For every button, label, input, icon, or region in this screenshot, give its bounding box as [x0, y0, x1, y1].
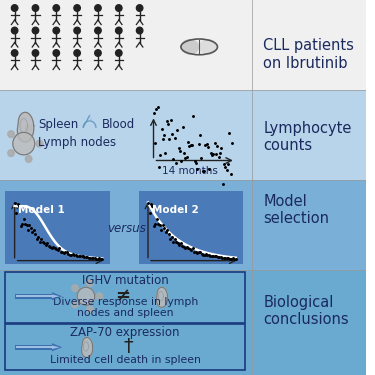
Circle shape — [8, 150, 14, 156]
Text: Limited cell death in spleen: Limited cell death in spleen — [50, 355, 201, 365]
Text: ZAP-70 expression: ZAP-70 expression — [70, 326, 180, 339]
Ellipse shape — [181, 39, 199, 55]
Bar — [0, 0, 366, 90]
Circle shape — [8, 131, 14, 138]
Circle shape — [87, 280, 93, 286]
Circle shape — [74, 27, 80, 34]
Text: Model 1: Model 1 — [18, 206, 65, 215]
Text: Biological
conclusions: Biological conclusions — [263, 295, 349, 327]
Circle shape — [136, 27, 143, 34]
Circle shape — [36, 140, 43, 147]
Bar — [0, 180, 366, 270]
Circle shape — [11, 5, 18, 11]
Polygon shape — [52, 294, 60, 298]
Text: ≠: ≠ — [115, 287, 130, 305]
Circle shape — [13, 132, 35, 155]
Circle shape — [11, 50, 18, 56]
Text: Model
selection: Model selection — [263, 194, 329, 226]
Text: †: † — [123, 337, 133, 356]
Circle shape — [116, 27, 122, 34]
Circle shape — [53, 50, 60, 56]
Text: Spleen: Spleen — [38, 118, 79, 131]
Circle shape — [95, 5, 101, 11]
Bar — [15, 345, 52, 350]
Bar — [0, 90, 366, 180]
Circle shape — [87, 306, 93, 313]
Circle shape — [32, 50, 39, 56]
Text: versus: versus — [106, 222, 146, 235]
Circle shape — [95, 50, 101, 56]
Bar — [15, 294, 52, 299]
Text: 14 months: 14 months — [162, 166, 218, 177]
Bar — [16, 295, 52, 297]
Circle shape — [116, 5, 122, 11]
Bar — [0, 270, 366, 375]
Text: Model 2: Model 2 — [152, 206, 198, 215]
Circle shape — [72, 285, 78, 291]
Polygon shape — [52, 345, 60, 349]
Polygon shape — [83, 116, 96, 128]
Bar — [6, 191, 109, 264]
Circle shape — [74, 50, 80, 56]
Circle shape — [26, 156, 32, 162]
Polygon shape — [52, 292, 62, 300]
Text: Lymphocyte
counts: Lymphocyte counts — [263, 121, 351, 153]
Bar — [16, 346, 52, 348]
Text: CLL patients
on Ibrutinib: CLL patients on Ibrutinib — [263, 38, 354, 70]
Circle shape — [32, 27, 39, 34]
Circle shape — [74, 5, 80, 11]
Text: Blood: Blood — [102, 118, 135, 131]
Circle shape — [136, 5, 143, 11]
Circle shape — [11, 27, 18, 34]
Polygon shape — [156, 287, 168, 307]
Circle shape — [72, 301, 78, 308]
Circle shape — [96, 293, 103, 300]
Polygon shape — [17, 112, 34, 142]
Polygon shape — [81, 338, 93, 357]
Circle shape — [77, 287, 94, 305]
Circle shape — [116, 50, 122, 56]
Circle shape — [53, 27, 60, 34]
Text: Diverse response in lymph
nodes and spleen: Diverse response in lymph nodes and sple… — [53, 297, 198, 318]
Bar — [139, 191, 243, 264]
Circle shape — [32, 5, 39, 11]
FancyBboxPatch shape — [6, 324, 245, 370]
Ellipse shape — [199, 39, 217, 55]
Circle shape — [53, 5, 60, 11]
Text: Lymph nodes: Lymph nodes — [38, 136, 117, 149]
FancyBboxPatch shape — [6, 272, 245, 322]
Circle shape — [95, 27, 101, 34]
Circle shape — [26, 125, 32, 132]
Polygon shape — [52, 343, 62, 351]
Text: IGHV mutation: IGHV mutation — [82, 274, 168, 287]
